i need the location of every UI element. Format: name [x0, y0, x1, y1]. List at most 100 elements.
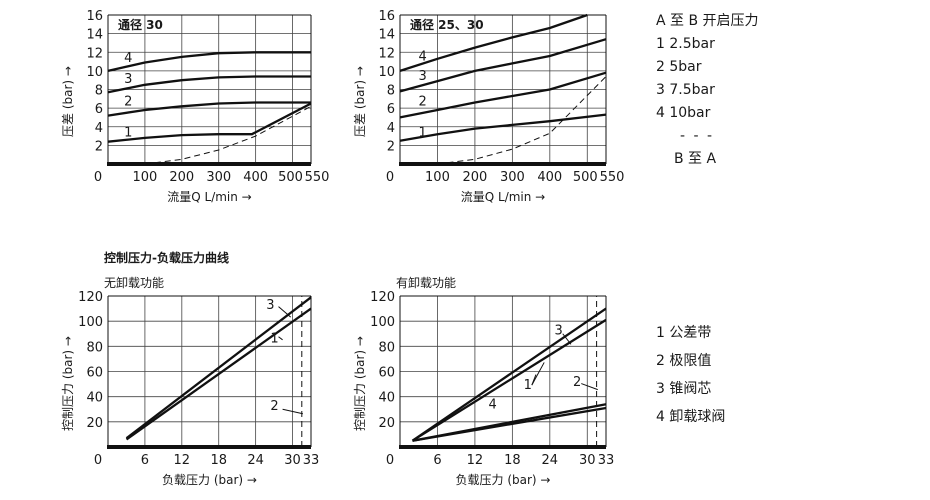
series-line-4	[107, 51, 311, 73]
series-line-4	[399, 13, 588, 72]
y-tick-label: 10	[378, 65, 395, 80]
x-axis-title: 流量Q L/min →	[461, 190, 546, 204]
y-tick-label: 14	[378, 28, 395, 43]
x-axis-title: 流量Q L/min →	[167, 190, 252, 204]
y-tick-label: 2	[95, 139, 103, 154]
legend-item-1: 1 2.5bar	[656, 36, 715, 52]
y-axis-title: 压差 (bar) →	[353, 66, 367, 137]
leader-line	[531, 362, 545, 386]
leader-line	[581, 383, 598, 391]
x-tick-label: 400	[243, 170, 268, 185]
series-label: 4	[489, 398, 497, 413]
x-tick-label: 300	[500, 170, 525, 185]
legend-limit: 2 极限值	[656, 353, 712, 369]
series-line-1a	[411, 318, 607, 442]
y-tick-label: 120	[78, 290, 103, 305]
x-tick-label: 500	[573, 170, 598, 185]
x-axis-title: 负载压力 (bar) →	[162, 473, 257, 487]
legend-item-4: 4 10bar	[656, 105, 711, 121]
x-tick-label: 200	[169, 170, 194, 185]
x-tick-label: 30	[579, 453, 596, 468]
section-title: 控制压力-负载压力曲线	[104, 251, 229, 265]
x-tick-label: 550	[305, 170, 330, 185]
x-tick-label: 18	[504, 453, 521, 468]
x-tick-label: 0	[386, 453, 394, 468]
leader-line	[531, 374, 537, 386]
series-label: 1	[270, 331, 278, 346]
y-tick-label: 20	[86, 416, 103, 431]
series-line-2	[107, 101, 311, 117]
series-label: 3	[419, 69, 427, 84]
x-tick-label: 100	[132, 170, 157, 185]
y-tick-label: 20	[378, 416, 395, 431]
series-label: 4	[419, 50, 427, 65]
series-label: 1	[524, 378, 532, 393]
x-axis-title: 负载压力 (bar) →	[456, 473, 551, 487]
series-label: 3	[554, 324, 562, 339]
x-tick-label: 200	[462, 170, 487, 185]
series-label: 4	[124, 51, 132, 66]
y-tick-label: 12	[378, 46, 395, 61]
legend-tolerance: 1 公差带	[656, 325, 712, 341]
y-tick-label: 120	[370, 290, 395, 305]
series-line-1	[399, 113, 607, 142]
y-axis-title: 压差 (bar) →	[61, 66, 75, 137]
y-tick-label: 60	[378, 366, 395, 381]
series-label: 2	[573, 375, 581, 390]
series-line-3	[107, 75, 311, 94]
x-tick-label: 6	[141, 453, 149, 468]
y-axis-title: 控制压力 (bar) →	[61, 336, 75, 431]
series-line-B-至-A	[437, 76, 607, 165]
x-tick-label: 12	[467, 453, 484, 468]
legend-poppet: 3 锥阀芯	[656, 381, 712, 397]
legend-bottom: 1 公差带 2 极限值 3 锥阀芯 4 卸载球阀	[656, 319, 725, 431]
series-line-2	[399, 71, 607, 119]
y-axis-title: 控制压力 (bar) →	[353, 336, 367, 431]
leader-line	[562, 333, 572, 345]
y-tick-label: 100	[370, 315, 395, 330]
series-line-3	[125, 296, 312, 440]
chart-subtitle: 有卸载功能	[396, 275, 456, 290]
series-line-3	[399, 38, 607, 93]
series-label: 3	[266, 298, 274, 313]
y-tick-label: 40	[86, 391, 103, 406]
series-label: 2	[270, 399, 278, 414]
x-tick-label: 400	[537, 170, 562, 185]
chart-subtitle: 无卸载功能	[104, 275, 164, 290]
y-tick-label: 6	[387, 102, 395, 117]
y-tick-label: 8	[95, 84, 103, 99]
x-tick-label: 30	[284, 453, 301, 468]
y-tick-label: 80	[378, 340, 395, 355]
y-tick-label: 4	[387, 121, 395, 136]
x-tick-label: 18	[210, 453, 227, 468]
series-label: 3	[124, 72, 132, 87]
series-line-1b	[412, 406, 607, 442]
series-label: 2	[419, 94, 427, 109]
y-tick-label: 8	[387, 84, 395, 99]
x-tick-label: 550	[600, 170, 625, 185]
series-line-1	[107, 102, 312, 143]
legend-unload-ball: 4 卸载球阀	[656, 409, 726, 425]
x-tick-label: 500	[278, 170, 303, 185]
y-tick-label: 14	[86, 28, 103, 43]
legend-top: A 至 B 开启压力 1 2.5bar 2 5bar 3 7.5bar 4 10…	[656, 10, 759, 171]
x-tick-label: 24	[247, 453, 264, 468]
x-tick-label: 0	[94, 453, 102, 468]
x-tick-label: 33	[598, 453, 615, 468]
y-tick-label: 12	[86, 46, 103, 61]
y-tick-label: 40	[378, 391, 395, 406]
leader-line	[278, 306, 292, 318]
y-tick-label: 6	[95, 102, 103, 117]
legend-heading: A 至 B 开启压力	[656, 13, 759, 29]
legend-item-3: 3 7.5bar	[656, 82, 715, 98]
x-tick-label: 0	[94, 170, 102, 185]
chart-title: 通径 25、30	[410, 17, 484, 32]
y-tick-label: 80	[86, 340, 103, 355]
y-tick-label: 10	[86, 65, 103, 80]
y-tick-label: 100	[78, 315, 103, 330]
legend-reverse-flow: B 至 A	[674, 151, 717, 167]
x-tick-label: 100	[425, 170, 450, 185]
